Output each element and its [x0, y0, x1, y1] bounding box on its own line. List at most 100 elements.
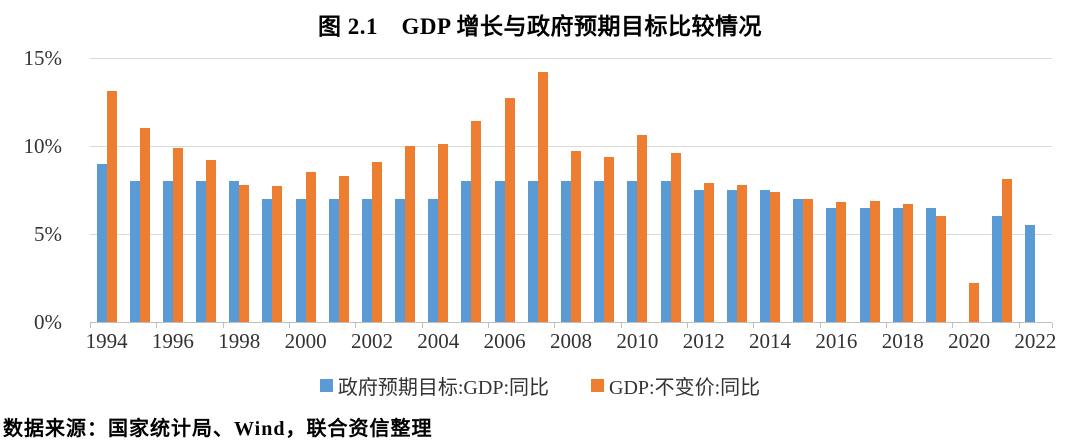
bar-actual-1997: [206, 160, 217, 322]
x-axis-tick: [289, 323, 291, 328]
x-axis-tick: [421, 323, 423, 328]
bar-target-2001: [328, 198, 339, 322]
x-axis-tick: [355, 323, 357, 328]
bar-target-2000: [295, 198, 306, 322]
bar-target-1998: [229, 181, 240, 322]
bar-actual-1995: [139, 128, 150, 322]
bar-actual-2005: [471, 121, 482, 322]
x-axis-label: 2022: [1014, 329, 1057, 353]
bar-target-2002: [361, 198, 372, 322]
bar-target-2007: [527, 181, 538, 322]
legend-label-actual: GDP:不变价:同比: [609, 377, 761, 399]
bar-target-2017: [859, 207, 870, 322]
x-axis-tick: [1052, 323, 1053, 328]
bar-actual-2009: [604, 156, 615, 322]
bar-actual-2001: [338, 175, 349, 322]
bar-actual-2003: [405, 146, 416, 322]
x-axis-label: 1994: [85, 329, 128, 353]
legend-item-actual: GDP:不变价:同比: [591, 371, 760, 400]
bar-target-1995: [129, 181, 140, 322]
bar-target-2015: [793, 198, 804, 322]
x-axis-label: 2004: [417, 329, 460, 353]
bar-actual-2011: [670, 153, 681, 322]
bar-actual-1998: [239, 184, 250, 322]
bar-target-1999: [262, 198, 273, 322]
bar-target-2011: [660, 181, 671, 322]
bar-target-2004: [428, 198, 439, 322]
legend-swatch-actual-icon: [591, 379, 604, 392]
chart-legend: 政府预期目标:GDP:同比 GDP:不变价:同比: [0, 371, 1080, 400]
bar-actual-2014: [770, 191, 781, 322]
x-axis-label: 2000: [284, 329, 327, 353]
bar-actual-2007: [537, 72, 548, 322]
x-axis-label: 1996: [151, 329, 194, 353]
x-axis-tick: [554, 323, 556, 328]
bar-actual-2002: [371, 161, 382, 322]
bar-target-2003: [395, 198, 406, 322]
bar-actual-2018: [902, 204, 913, 322]
x-axis-label: 2006: [483, 329, 526, 353]
x-axis-line: [90, 322, 1052, 323]
bar-actual-1994: [106, 91, 117, 322]
bar-target-1996: [162, 181, 173, 322]
legend-swatch-target-icon: [319, 379, 333, 392]
x-axis-tick: [488, 323, 490, 328]
x-axis-label: 2016: [815, 329, 858, 353]
bar-target-2022: [1025, 225, 1036, 322]
x-axis-tick: [222, 323, 224, 328]
bar-actual-2012: [703, 182, 714, 322]
gridline-10%: [90, 146, 1052, 147]
legend-item-target: 政府预期目标:GDP:同比: [319, 371, 549, 400]
bar-target-2018: [892, 207, 903, 322]
source-note: 数据来源：国家统计局、Wind，联合资信整理: [3, 418, 433, 440]
y-axis-label: 15%: [23, 46, 63, 70]
y-axis-label: 10%: [23, 134, 63, 158]
bar-target-2021: [992, 216, 1003, 322]
bar-actual-2019: [935, 216, 946, 322]
x-axis-label: 1998: [218, 329, 261, 353]
x-axis-label: 2018: [881, 329, 924, 353]
x-axis-label: 2002: [350, 329, 393, 353]
bar-actual-2013: [736, 184, 747, 322]
bar-actual-2020: [969, 283, 980, 322]
gridline-15%: [90, 58, 1052, 59]
bar-actual-2004: [438, 144, 449, 322]
bar-target-2006: [494, 181, 505, 322]
bar-actual-2017: [869, 200, 880, 322]
bar-target-2008: [561, 181, 571, 322]
bar-actual-2015: [803, 198, 814, 322]
bar-actual-2000: [305, 172, 316, 322]
bar-target-1994: [96, 163, 107, 322]
y-axis-label: 0%: [34, 310, 62, 334]
x-axis-tick: [886, 323, 888, 328]
x-axis-label: 2020: [948, 329, 991, 353]
x-axis-tick: [687, 323, 689, 328]
bar-target-2010: [627, 181, 638, 322]
x-axis-label: 2014: [749, 329, 792, 353]
bar-target-2009: [594, 181, 605, 322]
bar-target-2016: [826, 207, 837, 322]
x-axis-label: 2012: [682, 329, 725, 353]
bar-actual-2008: [571, 151, 581, 322]
x-axis-label: 2010: [616, 329, 659, 353]
bar-actual-2010: [637, 135, 648, 322]
bar-target-2013: [726, 190, 737, 322]
bar-target-1997: [196, 181, 207, 322]
bar-target-2005: [461, 181, 472, 322]
bar-actual-2021: [1002, 179, 1013, 322]
x-axis-tick: [156, 323, 158, 328]
x-axis-tick: [819, 323, 821, 328]
bar-actual-2006: [504, 98, 515, 322]
x-axis-tick: [753, 323, 755, 328]
bar-target-2012: [693, 190, 704, 322]
bar-target-2019: [925, 207, 936, 322]
x-axis-tick: [1018, 323, 1020, 328]
y-axis-label: 5%: [34, 222, 62, 246]
legend-label-target: 政府预期目标:GDP:同比: [337, 377, 549, 399]
x-axis-tick: [952, 323, 954, 328]
bar-target-2014: [760, 190, 771, 322]
bar-actual-1999: [272, 186, 283, 322]
bar-actual-1996: [172, 147, 183, 322]
